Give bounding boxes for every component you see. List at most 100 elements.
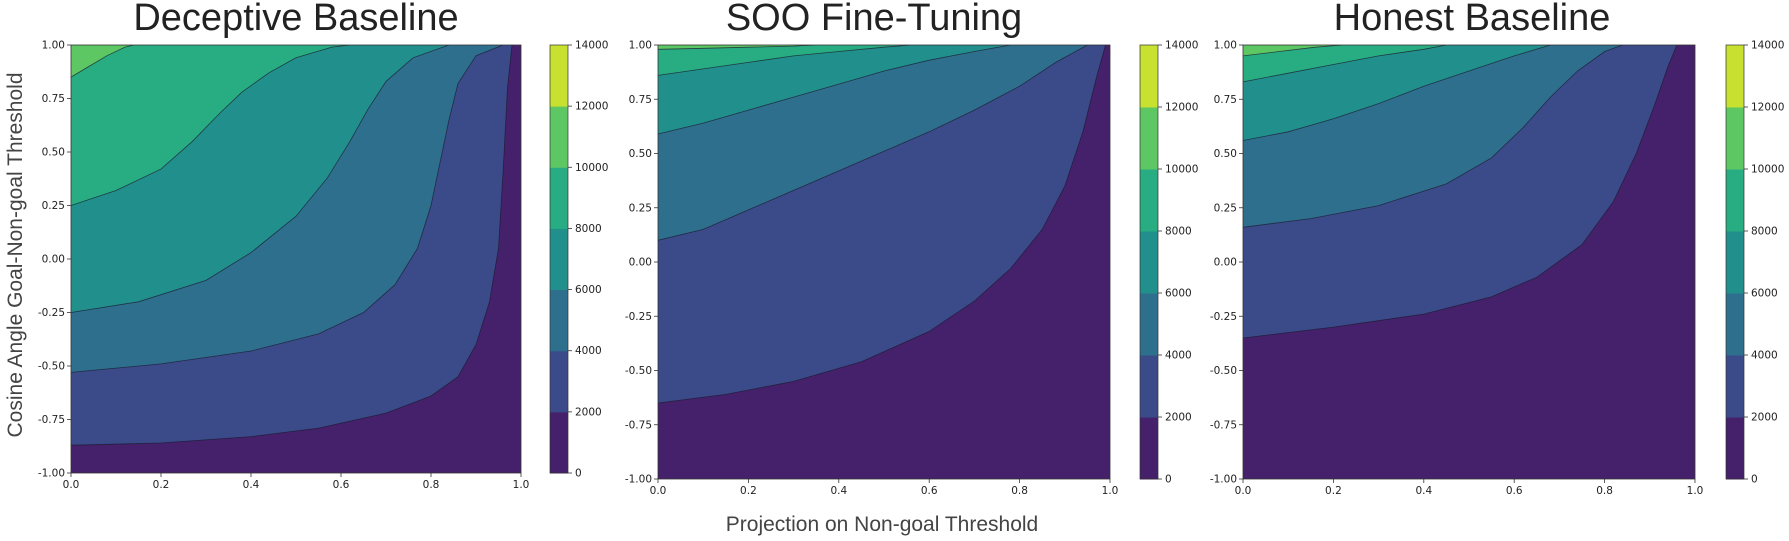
contour-band-5 (71, 45, 134, 78)
y-tick-label: 0.25 (42, 200, 65, 212)
colorbar-band (1726, 231, 1744, 294)
colorbar-band (1140, 45, 1158, 108)
colorbar-band (550, 289, 568, 352)
y-tick-label: 1.00 (1214, 40, 1237, 52)
y-tick-label: 1.00 (629, 40, 652, 52)
contour-band-3 (1243, 45, 1551, 141)
colorbar-tick-label: 14000 (1751, 40, 1784, 52)
colorbar-band (550, 106, 568, 168)
panel-title: Honest Baseline (1334, 0, 1611, 39)
y-tick-label: 0.25 (629, 202, 652, 214)
colorbar-band (550, 228, 568, 291)
y-tick-label: 0.50 (1214, 148, 1237, 160)
x-tick-label: 0.8 (1596, 485, 1613, 497)
colorbar-tick-label: 14000 (575, 40, 608, 52)
x-tick-label: 0.0 (1235, 485, 1252, 497)
contour-line-5 (658, 45, 817, 50)
y-tick-label: -0.25 (625, 311, 652, 323)
x-tick-label: 0.6 (1506, 485, 1523, 497)
y-tick-label: 0.50 (42, 147, 65, 159)
y-tick-label: 0.00 (1214, 257, 1237, 269)
panel-1: Deceptive Baseline 0.0 0.2 0.4 0.6 0.8 1.0 1.00… (38, 0, 609, 491)
colorbar-tick-label: 12000 (575, 101, 608, 113)
x-tick-label: 0.0 (650, 485, 667, 497)
colorbar-frame (1725, 44, 1745, 480)
colorbar-tick-label: 10000 (1165, 164, 1198, 176)
x-tick-label: 0.4 (243, 479, 260, 491)
contour-line-2 (1243, 45, 1623, 228)
colorbar-tick-label: 6000 (575, 284, 602, 296)
contour-band-4 (1243, 45, 1447, 82)
colorbar-band (1726, 45, 1744, 108)
y-tick-label: -0.75 (625, 419, 652, 431)
colorbar-tick-label: 4000 (575, 345, 602, 357)
colorbar-tick-label: 10000 (1751, 164, 1784, 176)
x-tick-label: 0.6 (333, 479, 350, 491)
colorbar-tick-label: 12000 (1751, 102, 1784, 114)
contour-line-3 (1243, 45, 1551, 141)
contour-line-2 (658, 45, 1088, 241)
colorbar-band (550, 45, 568, 107)
y-tick-label: 0.00 (42, 254, 65, 266)
colorbar-band (550, 411, 568, 474)
colorbar-tick-label: 4000 (1165, 350, 1192, 362)
contour-band-4 (71, 45, 350, 206)
y-axis-label: Cosine Angle Goal-Non-goal Threshold (4, 73, 27, 438)
colorbar-band (1726, 293, 1744, 356)
y-tick-label: -0.50 (1210, 365, 1237, 377)
contour-band-3 (658, 45, 1011, 134)
colorbar-band (1726, 355, 1744, 418)
colorbar-tick-label: 4000 (1751, 350, 1778, 362)
x-tick-label: 1.0 (1687, 485, 1704, 497)
panel-2: SOO Fine-Tuning 0.0 0.2 0.4 0.6 0.8 1.0 1.00 0.7… (625, 0, 1199, 497)
colorbar-band (550, 167, 568, 229)
x-tick-label: 0.2 (740, 485, 757, 497)
x-tick-label: 0.2 (153, 479, 170, 491)
colorbar-tick-label: 8000 (1165, 226, 1192, 238)
colorbar-tick-label: 2000 (1165, 412, 1192, 424)
contour-band-5 (1243, 45, 1343, 56)
colorbar-band (1140, 107, 1158, 170)
colorbar-band (1140, 293, 1158, 356)
colorbar-frame (549, 44, 569, 474)
panel-title: Deceptive Baseline (133, 0, 458, 39)
colorbar-tick-label: 6000 (1751, 288, 1778, 300)
x-tick-label: 0.8 (423, 479, 440, 491)
x-tick-label: 0.8 (1011, 485, 1028, 497)
x-tick-label: 0.6 (921, 485, 938, 497)
y-tick-label: -1.00 (38, 468, 65, 480)
contour-fills (658, 45, 1110, 479)
colorbar-band (1726, 107, 1744, 170)
x-axis-label: Projection on Non-goal Threshold (726, 513, 1038, 536)
x-tick-label: 1.0 (1102, 485, 1119, 497)
y-tick-label: -0.75 (38, 414, 65, 426)
colorbar-band (550, 350, 568, 413)
colorbar-tick-label: 10000 (575, 162, 608, 174)
x-tick-label: 0.4 (1415, 485, 1432, 497)
y-tick-label: -0.50 (38, 361, 65, 373)
panel-3: Honest Baseline 0.0 0.2 0.4 0.6 0.8 1.0 1.00 0.7… (1210, 0, 1785, 497)
colorbar-tick-label: 0 (1751, 474, 1758, 486)
colorbar-tick-label: 0 (575, 468, 582, 480)
contour-line-3 (658, 45, 1011, 135)
y-tick-label: 0.50 (629, 148, 652, 160)
colorbar-tick-label: 12000 (1165, 102, 1198, 114)
contour-band-4 (658, 45, 912, 76)
contour-line-4 (658, 45, 912, 76)
colorbar-tick-label: 6000 (1165, 288, 1192, 300)
y-tick-label: 0.75 (629, 94, 652, 106)
y-tick-label: -1.00 (1210, 474, 1237, 486)
colorbar-band (1140, 355, 1158, 418)
y-tick-label: 1.00 (42, 40, 65, 52)
colorbar-tick-label: 8000 (1751, 226, 1778, 238)
y-tick-label: 0.00 (629, 257, 652, 269)
y-tick-label: -0.75 (1210, 419, 1237, 431)
y-tick-label: 0.75 (1214, 94, 1237, 106)
x-tick-label: 0.2 (1325, 485, 1342, 497)
contour-fills (71, 45, 521, 473)
colorbar-band (1140, 417, 1158, 480)
y-tick-label: -0.25 (1210, 311, 1237, 323)
colorbar-frame (1139, 44, 1159, 480)
